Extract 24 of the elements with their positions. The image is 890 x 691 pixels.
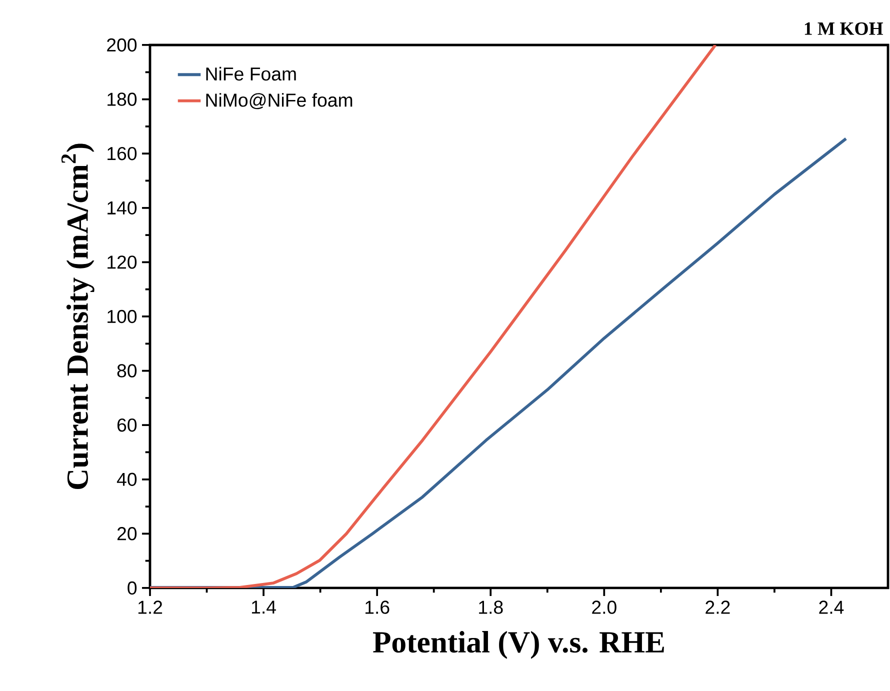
x-tick-label: 1.2	[138, 600, 162, 614]
x-axis-title: Potential (V) v.s. RHE	[373, 631, 664, 659]
y-tick-label: 120	[108, 256, 137, 269]
y-tick-label: 0	[128, 581, 137, 595]
legend-label: NiFe Foam	[206, 66, 296, 81]
y-tick-label: 180	[108, 92, 137, 106]
x-tick-label: 2.4	[819, 600, 844, 614]
y-tick-label: 40	[116, 472, 137, 486]
y-tick-label: 80	[117, 364, 137, 378]
x-tick-label: 2.2	[706, 600, 730, 614]
x-tick-label: 2.0	[592, 600, 616, 614]
x-tick-label: 1.6	[366, 600, 390, 614]
y-tick-label: 100	[108, 310, 137, 324]
legend-label: NiMo@NiFe foam	[206, 93, 352, 110]
y-tick-label: 60	[117, 418, 137, 432]
x-tick-label: 1.4	[252, 600, 276, 614]
y-tick-label: 160	[108, 146, 137, 160]
chart-title: 1 M KOH	[804, 22, 883, 35]
y-axis-title: Current Density (mA/cm$^{2}$)	[61, 144, 94, 490]
y-tick-label: 20	[117, 527, 137, 540]
y-tick-label: 140	[108, 201, 137, 214]
line-series	[150, 44, 717, 588]
x-tick-label: 1.8	[479, 600, 503, 614]
y-tick-label: 200	[107, 38, 137, 52]
